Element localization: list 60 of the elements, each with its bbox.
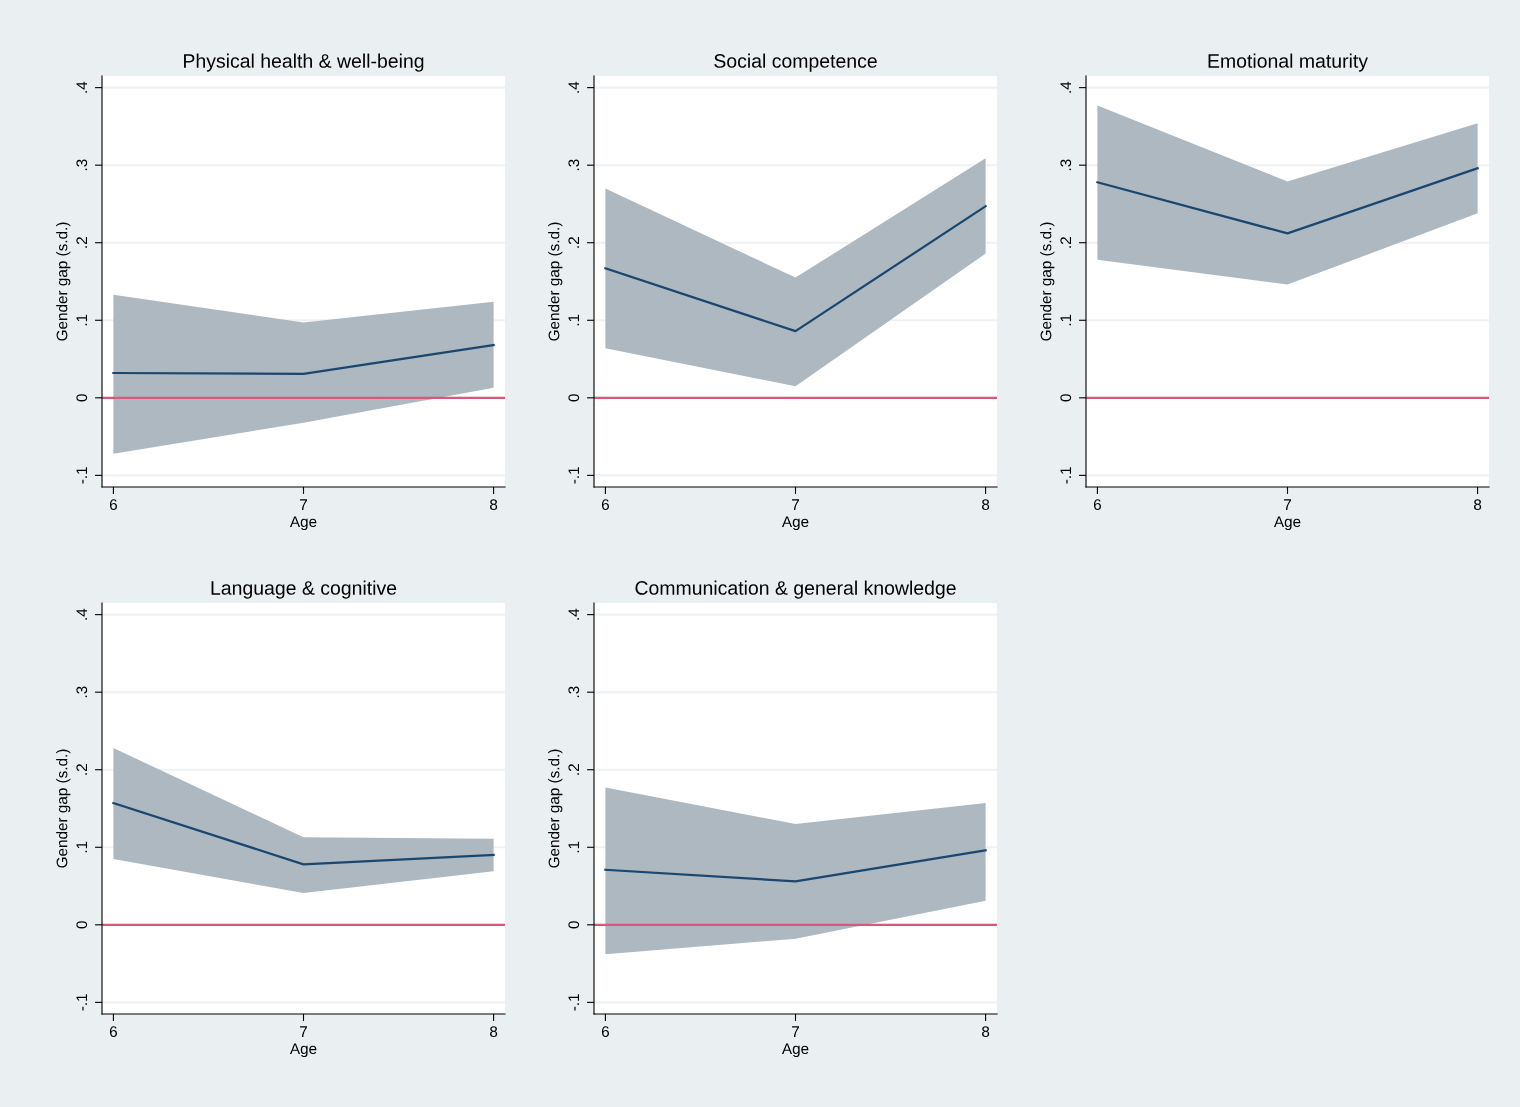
y-axis-title: Gender gap (s.d.) <box>56 222 71 341</box>
x-tick-label: 8 <box>982 1026 990 1038</box>
y-tick-label: -.1 <box>76 994 88 1011</box>
chart-title: Communication & general knowledge <box>635 580 956 599</box>
y-tick-label: .1 <box>568 841 580 853</box>
y-tick-label: .1 <box>76 314 88 326</box>
x-tick-label: 7 <box>300 499 307 510</box>
x-tick-label: 8 <box>1474 499 1482 511</box>
y-tick-label: 0 <box>76 921 88 929</box>
x-tick-label: 8 <box>490 499 498 511</box>
chart-title: Emotional maturity <box>1208 53 1368 72</box>
y-axis-title: Gender gap (s.d.) <box>56 749 71 868</box>
y-tick-label: .1 <box>1060 314 1072 326</box>
y-axis-title: Gender gap (s.d.) <box>548 749 563 868</box>
x-tick-label: 6 <box>109 499 117 511</box>
chart-title: Physical health & well-being <box>184 53 424 72</box>
x-tick-label: 6 <box>1093 499 1101 511</box>
x-axis-title: Age <box>289 516 317 531</box>
x-tick-label: 7 <box>1284 499 1291 510</box>
y-tick-label: .3 <box>568 159 580 171</box>
x-tick-label: 7 <box>300 1026 307 1037</box>
y-tick-label: .4 <box>568 608 580 620</box>
y-tick-label: -.1 <box>568 994 580 1011</box>
y-tick-label: .4 <box>1060 81 1072 93</box>
y-tick-label: .2 <box>568 764 580 775</box>
x-tick-label: 6 <box>601 1026 609 1038</box>
y-tick-label: 0 <box>1060 394 1072 402</box>
y-tick-label: .4 <box>76 81 88 93</box>
x-axis-title: Age <box>1273 516 1301 531</box>
y-tick-label: .4 <box>76 608 88 620</box>
x-tick-label: 6 <box>601 499 609 511</box>
y-tick-label: 0 <box>568 394 580 402</box>
y-tick-label: -.1 <box>568 467 580 484</box>
y-tick-label: .2 <box>568 237 580 248</box>
y-tick-label: -.1 <box>76 467 88 484</box>
y-tick-label: .2 <box>1060 237 1072 248</box>
y-tick-label: 0 <box>76 394 88 402</box>
y-tick-label: .3 <box>76 686 88 698</box>
y-tick-label: .3 <box>568 686 580 698</box>
x-tick-label: 7 <box>792 1026 799 1037</box>
y-axis-title: Gender gap (s.d.) <box>1040 222 1055 341</box>
y-tick-label: 0 <box>568 921 580 929</box>
y-tick-label: .3 <box>1060 159 1072 171</box>
y-tick-label: .1 <box>76 841 88 853</box>
chart-title: Social competence <box>714 53 877 72</box>
y-tick-label: .1 <box>568 314 580 326</box>
y-tick-label: -.1 <box>1060 467 1072 484</box>
y-tick-label: .4 <box>568 81 580 93</box>
y-axis-title: Gender gap (s.d.) <box>548 222 563 341</box>
x-tick-label: 6 <box>109 1026 117 1038</box>
x-tick-label: 7 <box>792 499 799 510</box>
x-axis-title: Age <box>781 516 809 531</box>
y-tick-label: .3 <box>76 159 88 171</box>
x-axis-title: Age <box>289 1043 317 1058</box>
x-axis-title: Age <box>781 1043 809 1058</box>
x-tick-label: 8 <box>490 1026 498 1038</box>
chart-title: Language & cognitive <box>211 580 397 599</box>
y-tick-label: .2 <box>76 764 88 775</box>
x-tick-label: 8 <box>982 499 990 511</box>
y-tick-label: .2 <box>76 237 88 248</box>
